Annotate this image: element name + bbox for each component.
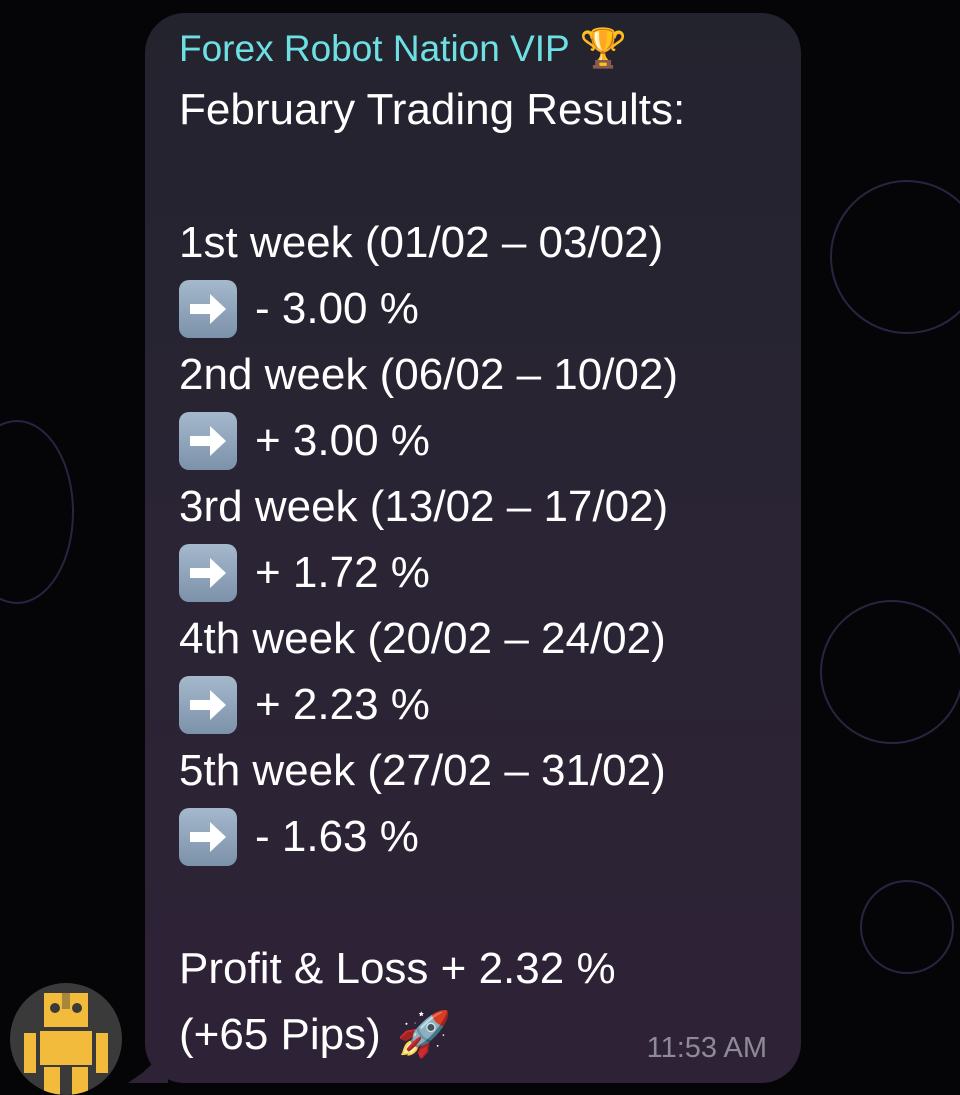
week-label: 4th week (20/02 – 24/02) — [179, 614, 666, 663]
week-result: + 3.00 % — [179, 408, 430, 474]
right-arrow-icon — [179, 412, 237, 470]
week-label: 2nd week (06/02 – 10/02) — [179, 350, 679, 399]
week-label: 5th week (27/02 – 31/02) — [179, 746, 666, 795]
message-timestamp: 11:53 AM — [646, 1032, 767, 1064]
right-arrow-icon — [179, 676, 237, 734]
message-title: February Trading Results: — [179, 85, 686, 134]
week-label: 1st week (01/02 – 03/02) — [179, 218, 664, 267]
right-arrow-icon — [179, 280, 237, 338]
background-doodle — [860, 880, 954, 974]
avatar[interactable] — [10, 983, 122, 1095]
right-arrow-icon — [179, 808, 237, 866]
profit-loss-summary: Profit & Loss + 2.32 % — [179, 944, 616, 993]
sender-name[interactable]: Forex Robot Nation VIP 🏆 — [179, 28, 628, 70]
week-result: + 2.23 % — [179, 672, 430, 738]
background-doodle — [820, 600, 960, 744]
trophy-icon: 🏆 — [579, 28, 628, 70]
background-doodle — [0, 420, 74, 604]
week-label: 3rd week (13/02 – 17/02) — [179, 482, 669, 531]
week-result: - 1.63 % — [179, 804, 419, 870]
week-result: + 1.72 % — [179, 540, 430, 606]
background-doodle — [830, 180, 960, 334]
right-arrow-icon — [179, 544, 237, 602]
message-bubble[interactable]: Forex Robot Nation VIP 🏆 February Trading… — [145, 13, 801, 1083]
robot-icon — [24, 993, 108, 1095]
pips-summary: (+65 Pips) 🚀 — [179, 1002, 452, 1068]
week-result: - 3.00 % — [179, 276, 419, 342]
rocket-icon: 🚀 — [396, 1010, 452, 1059]
